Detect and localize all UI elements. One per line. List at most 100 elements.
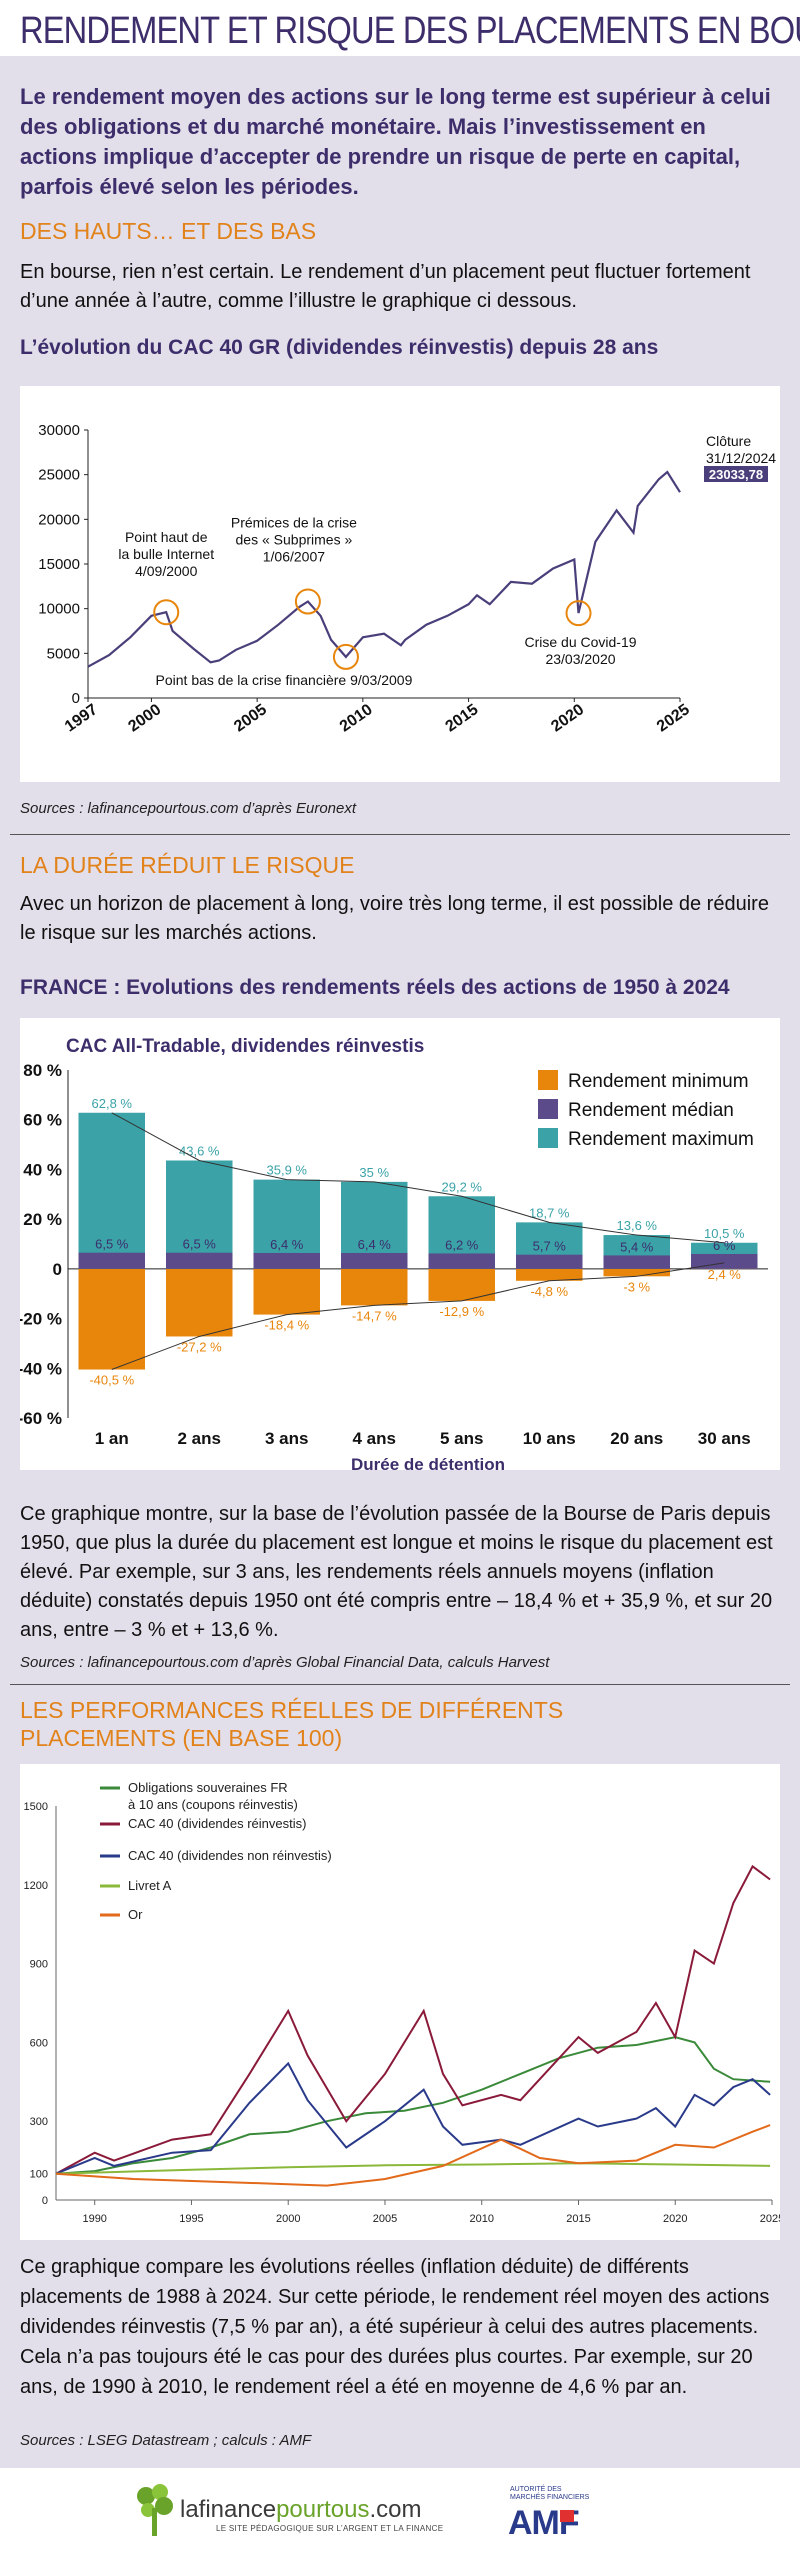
max-value-label: 13,6 %	[617, 1218, 658, 1233]
bar-median	[603, 1255, 670, 1269]
series-line	[55, 1864, 771, 2175]
y-tick-label: 1500	[24, 1801, 48, 1813]
y-tick-label: 1200	[24, 1880, 48, 1892]
annotation-crise-financiere: Point bas de la crise financière 9/03/20…	[156, 672, 413, 688]
chart3-panel: 0 100 300 600 900 1200 1500 1990 1995 2000 2005 201…	[20, 1764, 785, 2240]
legend-label: CAC 40 (dividendes réinvestis)	[128, 1816, 306, 1831]
bar-maximum	[78, 1112, 145, 1269]
cac40-chart: 0 5000 10000 15000 20000 25000 30000 1997 2000 20…	[38, 422, 776, 735]
bar-minimum	[78, 1268, 145, 1370]
y-tick-label: 600	[30, 2037, 48, 2049]
min-value-label: -14,7 %	[352, 1308, 397, 1323]
section1-text: En bourse, rien n’est certain. Le rendem…	[20, 261, 751, 312]
x-tick-label: 2005	[231, 701, 270, 735]
bar-minimum	[516, 1268, 583, 1281]
x-tick-label: 1990	[82, 2213, 106, 2225]
chart2-subtitle: CAC All-Tradable, dividendes réinvestis	[66, 1036, 424, 1057]
y-tick-label: -40 %	[20, 1359, 62, 1378]
cac40-series-line	[87, 470, 681, 668]
median-value-label: 6,2 %	[445, 1237, 479, 1252]
legend-swatch	[538, 1128, 558, 1148]
amf-tagline: AUTORITÉ DES MARCHÉS FINANCIERS	[510, 2486, 590, 2501]
bar-median	[516, 1254, 583, 1269]
x-category-label: 30 ans	[698, 1429, 751, 1448]
section3-explanation: Ce graphique compare les évolutions réel…	[20, 2256, 770, 2398]
annotation-bulle-internet: la bulle Internet	[118, 546, 214, 562]
median-value-label: 6,4 %	[358, 1237, 392, 1252]
min-value-label: -27,2 %	[177, 1339, 222, 1354]
bar-median	[253, 1252, 320, 1269]
x-category-label: 2 ans	[178, 1429, 221, 1448]
x-tick-label: 1997	[62, 701, 101, 735]
min-value-label: -40,5 %	[89, 1373, 134, 1388]
max-value-label: 35,9 %	[267, 1163, 308, 1178]
median-value-label: 5,7 %	[533, 1239, 567, 1254]
bar-minimum	[253, 1268, 320, 1315]
min-trend-line	[111, 1262, 725, 1370]
section2-text: Avec un horizon de placement à long, voi…	[20, 893, 769, 944]
median-value-label: 6,5 %	[95, 1237, 129, 1252]
y-tick-label: 20 %	[23, 1210, 62, 1229]
closing-value-label: 23033,78	[709, 467, 763, 482]
bar-maximum	[166, 1160, 233, 1269]
bar-median	[341, 1252, 408, 1269]
performance-chart: 0 100 300 600 900 1200 1500 1990 1995 2000 2005 201…	[24, 1780, 785, 2225]
chart2-panel: CAC All-Tradable, dividendes réinvestis -…	[18, 1018, 780, 1474]
min-value-label: -18,4 %	[264, 1318, 309, 1333]
x-tick-label: 2020	[548, 701, 587, 735]
intro-text: Le rendement moyen des actions sur le lo…	[20, 84, 771, 199]
x-tick-label: 2005	[373, 2213, 397, 2225]
chart2-title: FRANCE : Evolutions des rendements réels…	[20, 976, 730, 999]
median-value-label: 6,5 %	[183, 1237, 217, 1252]
annotation-subprimes: 1/06/2007	[263, 549, 325, 565]
y-tick-label: 15000	[38, 556, 80, 573]
tree-logo-icon	[137, 2484, 173, 2536]
annotation-cloture-date: 31/12/2024	[706, 450, 776, 466]
x-tick-label: 1995	[179, 2213, 203, 2225]
x-tick-label: 2015	[443, 701, 482, 735]
x-category-label: 5 ans	[440, 1429, 483, 1448]
lafinancepourtous-logo[interactable]: lafinancepourtous.com	[180, 2496, 422, 2523]
x-tick-label: 2010	[337, 701, 376, 735]
max-value-label: 62,8 %	[92, 1096, 133, 1111]
x-tick-label: 2025	[654, 701, 693, 735]
y-tick-label: 20000	[38, 511, 80, 528]
y-tick-label: 0	[53, 1260, 62, 1279]
annotation-subprimes: des « Subprimes »	[236, 532, 353, 548]
x-tick-label: 2015	[566, 2213, 590, 2225]
series-line	[55, 2061, 771, 2175]
max-value-label: 29,2 %	[442, 1179, 483, 1194]
y-tick-label: 30000	[38, 422, 80, 439]
min-value-label: -12,9 %	[439, 1304, 484, 1319]
x-tick-label: 2010	[469, 2213, 493, 2225]
header: RENDEMENT ET RISQUE DES PLACEMENTS EN BO…	[0, 0, 800, 56]
y-tick-label: 100	[30, 2169, 48, 2181]
divider	[10, 834, 790, 835]
y-tick-label: 0	[72, 690, 80, 707]
x-tick-label: 2025	[760, 2213, 780, 2225]
chart1-panel: 0 5000 10000 15000 20000 25000 30000 1997 2000 20…	[20, 386, 780, 782]
legend-label: Rendement médian	[568, 1100, 734, 1121]
y-tick-label: 40 %	[23, 1160, 62, 1179]
median-value-label: 6,4 %	[270, 1237, 304, 1252]
y-tick-label: -60 %	[20, 1409, 62, 1428]
event-marker-circle	[294, 588, 321, 615]
bar-median	[428, 1253, 495, 1269]
min-value-label: -4,8 %	[530, 1284, 568, 1299]
y-tick-label: 60 %	[23, 1111, 62, 1130]
section3-title: LES PERFORMANCES RÉELLES DE DIFFÉRENTS P…	[20, 1697, 564, 1751]
bar-minimum	[341, 1268, 408, 1306]
min-value-label: 2,4 %	[708, 1267, 742, 1282]
y-tick-label: -20 %	[20, 1310, 62, 1329]
bar-median	[78, 1252, 145, 1269]
returns-chart: CAC All-Tradable, dividendes réinvestis -…	[18, 1036, 768, 1474]
section1-title: DES HAUTS… ET DES BAS	[20, 218, 317, 244]
footer: lafinancepourtous.com LE SITE PÉDAGOGIQU…	[0, 2468, 800, 2553]
page-title: RENDEMENT ET RISQUE DES PLACEMENTS EN BO…	[20, 10, 800, 52]
legend-label-line2: à 10 ans (coupons réinvestis)	[128, 1797, 298, 1812]
max-trend-line	[111, 1112, 725, 1244]
y-tick-label: 0	[42, 2195, 48, 2207]
x-category-label: 10 ans	[523, 1429, 576, 1448]
y-tick-label: 80 %	[23, 1061, 62, 1080]
